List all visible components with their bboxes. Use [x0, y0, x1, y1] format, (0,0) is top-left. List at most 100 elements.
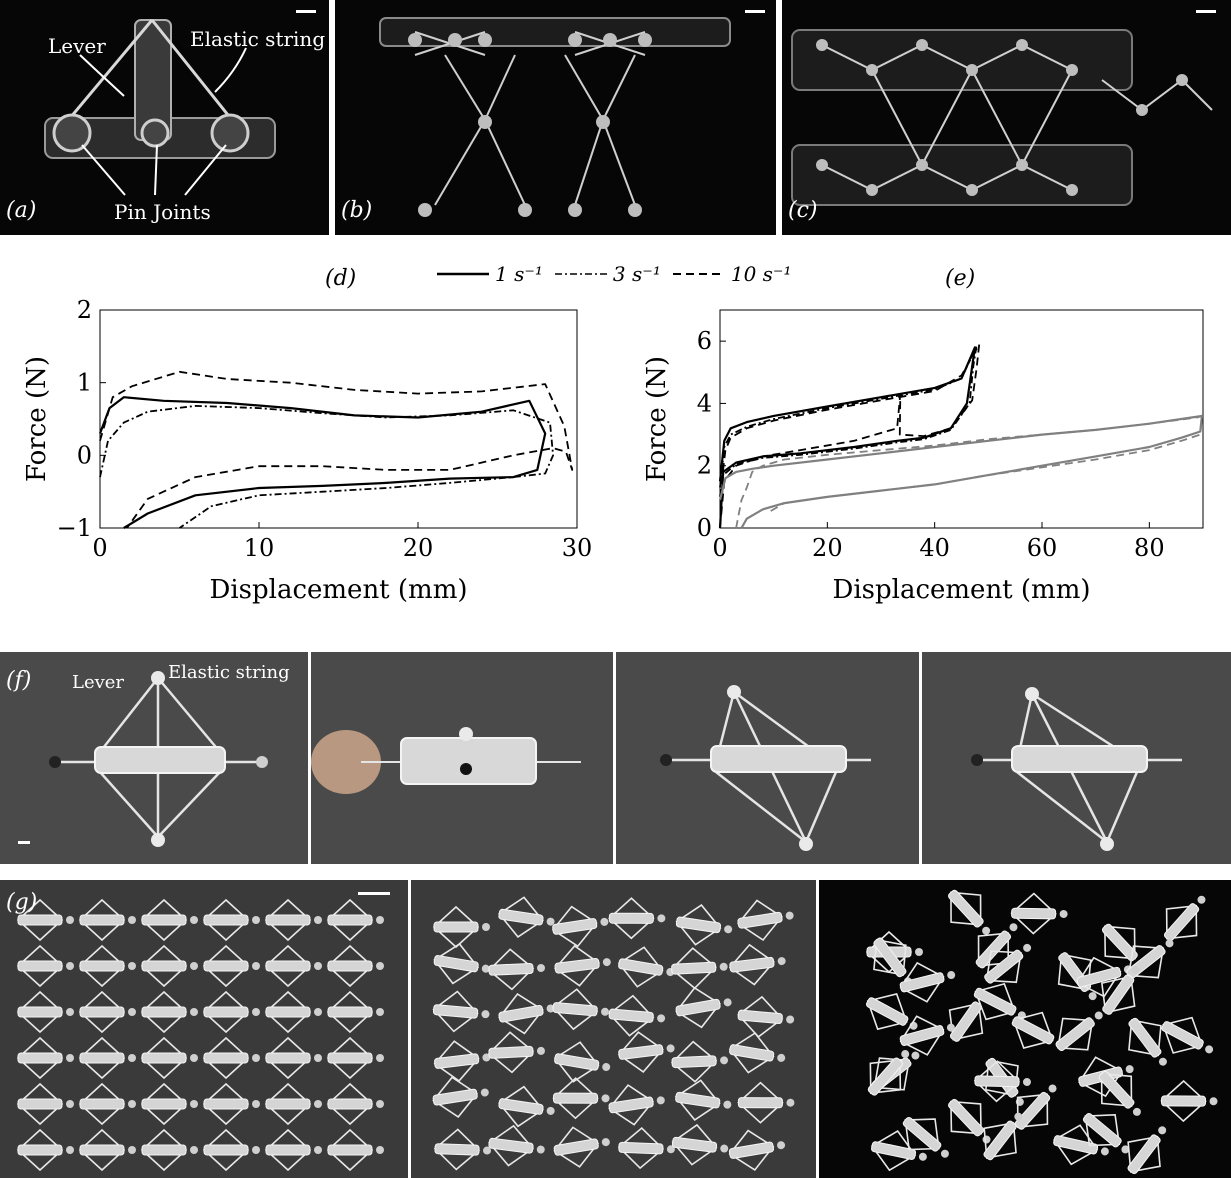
elastic-string-annotation: Elastic string	[168, 662, 290, 683]
legend-label: 1 s⁻¹	[495, 262, 543, 286]
panel-f-photo-3	[616, 652, 919, 864]
y-tick-label: 2	[697, 452, 712, 480]
unit-cell-compressed-illustration	[311, 727, 581, 794]
lattice-cell	[973, 1060, 1031, 1103]
lattice-cell	[737, 1081, 795, 1124]
lattice-cell	[728, 1129, 786, 1172]
lattice-cell	[983, 1112, 1023, 1161]
lattice-cell	[670, 947, 728, 990]
lattice-cell	[202, 1128, 260, 1172]
series-line	[99, 370, 574, 529]
lattice-cell	[498, 896, 555, 938]
unit-cell-open-illustration	[49, 671, 268, 847]
force-displacement-chart-e: 0 20 40 60 80 0 2 4 6 Displacement (mm) Force (N)	[642, 309, 1204, 605]
lattice-cell	[432, 1076, 489, 1118]
panel-c-photo: (c)	[782, 0, 1231, 235]
series-line	[719, 344, 978, 529]
lattice-cell	[671, 1123, 729, 1166]
lattice-cell	[1163, 895, 1206, 942]
lattice-cell	[867, 1050, 910, 1096]
lattice-cell	[16, 898, 74, 942]
lattice-cell	[433, 942, 490, 985]
scale-bar	[296, 10, 316, 13]
lattice-cell	[487, 948, 545, 991]
plot-frame	[719, 309, 1204, 529]
series-line	[99, 405, 554, 529]
legend-label: 3 s⁻¹	[612, 262, 661, 286]
x-tick-label: 0	[92, 534, 107, 562]
pin-joints-annotation: Pin Joints	[114, 200, 211, 224]
panel-label-d: (d)	[325, 266, 357, 291]
panel-g-photo-1: (g)	[0, 880, 408, 1178]
lattice-cell	[16, 1036, 74, 1080]
lattice-cell	[1100, 966, 1140, 1015]
panel-f-photo-1: Lever Elastic string (f)	[0, 652, 308, 864]
panel-label-e: (e)	[945, 266, 976, 291]
lattice-cell	[617, 1127, 675, 1170]
lattice-cell	[670, 1040, 729, 1083]
lattice-cell	[1128, 1017, 1167, 1066]
lattice-cell	[1160, 1079, 1218, 1123]
x-tick-label: 40	[919, 534, 950, 562]
lattice-cell	[675, 903, 733, 946]
y-tick-label: 6	[697, 327, 712, 355]
lattice-cell	[140, 898, 198, 942]
lattice-illustration	[791, 29, 1213, 206]
lattice-cell	[16, 1082, 74, 1126]
lattice-cell	[140, 1128, 198, 1172]
elastic-string-annotation: Elastic string	[190, 27, 326, 51]
x-tick-label: 80	[1134, 534, 1165, 562]
lattice-cell	[553, 1126, 610, 1168]
lattice-cell	[1127, 1126, 1167, 1175]
lattice-cell	[870, 1129, 927, 1172]
series-line	[719, 343, 981, 529]
lattice-cell	[326, 1036, 384, 1080]
lattice-cell	[498, 992, 555, 1035]
lever-annotation: Lever	[48, 34, 106, 58]
y-tick-label: 4	[697, 389, 712, 417]
lattice-cell	[873, 937, 912, 986]
legend-swatch-dashdot	[554, 273, 607, 275]
lattice-cell	[488, 1124, 545, 1167]
y-axis-label: Force (N)	[642, 356, 672, 482]
panel-label-g: (g)	[6, 890, 38, 915]
legend-label: 10 s⁻¹	[730, 262, 792, 286]
lattice-cell	[498, 1085, 555, 1128]
panel-g-photo-3	[819, 880, 1231, 1178]
lattice-cell	[487, 1031, 545, 1074]
y-tick-label: −1	[57, 514, 92, 542]
unit-cell-illustration	[44, 19, 276, 196]
lattice-cell	[552, 1077, 610, 1120]
panel-label-b: (b)	[341, 198, 373, 223]
lattice-cell	[202, 898, 260, 942]
panel-label-c: (c)	[788, 198, 818, 223]
y-tick-label: 2	[77, 296, 92, 324]
lattice-cell	[140, 990, 198, 1034]
panel-label-a: (a)	[6, 198, 37, 223]
lattice-cell	[326, 1128, 384, 1172]
panel-f-photo-2	[311, 652, 613, 864]
lattice-cell	[1010, 892, 1068, 935]
lattice-cell	[608, 1084, 665, 1126]
unit-cell-rotated-illustration	[660, 685, 871, 851]
lattice-cell	[948, 1098, 991, 1144]
lattice-cell	[737, 899, 794, 942]
lattice-cell	[78, 990, 136, 1034]
scale-bar	[358, 892, 390, 895]
lattice-cell	[617, 946, 675, 988]
y-axis-label: Force (N)	[22, 356, 52, 482]
x-tick-label: 0	[712, 534, 727, 562]
lattice-flat-illustration	[16, 898, 384, 1172]
x-tick-label: 30	[562, 534, 593, 562]
lattice-cell	[728, 1032, 786, 1074]
lattice-cell	[737, 995, 795, 1038]
lattice-cell	[608, 994, 666, 1037]
lattice-cell	[202, 1082, 260, 1126]
lattice-cell	[432, 990, 490, 1033]
lattice-cell	[140, 1036, 198, 1080]
lattice-cell	[202, 944, 260, 988]
x-tick-label: 10	[244, 534, 275, 562]
lattice-cell	[1053, 1124, 1109, 1166]
scale-bar	[1196, 10, 1216, 13]
